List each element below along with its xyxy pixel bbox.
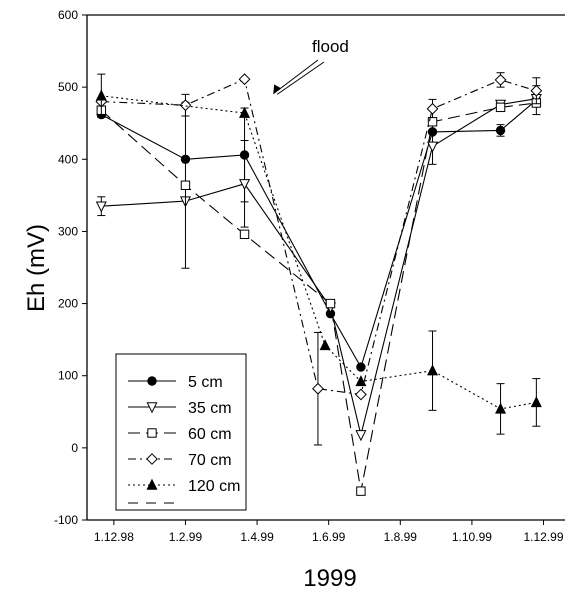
legend-label-70-cm: 70 cm: [188, 452, 232, 469]
data-point-120-cm: [95, 89, 107, 101]
data-point-60-cm: [180, 180, 191, 190]
legend-box: [115, 353, 247, 511]
axes: [86, 14, 565, 521]
data-point-60-cm: [495, 102, 506, 113]
data-point-70-cm: [530, 84, 543, 97]
data-point-120-cm: [355, 375, 367, 387]
tick-labels: -100 0 100 200 300 400 500 600 1.12.98 1.2.99 1.4.…: [54, 8, 564, 544]
y-tick-label: 100: [58, 369, 78, 383]
flood-arrow-shaft-2: [276, 61, 325, 95]
x-tick-label: 1.12.98: [94, 530, 134, 544]
data-point-70-cm: [312, 382, 324, 395]
data-point-120-cm: [495, 402, 507, 414]
series-line-70-cm: [101, 78, 537, 396]
data-point-35-cm: [355, 430, 367, 442]
legend-label-120-cm: 120 cm: [188, 478, 240, 495]
x-tick-label: 1.10.99: [452, 530, 492, 544]
x-tick-label: 1.12.99: [523, 530, 563, 544]
data-point-5-cm: [356, 362, 366, 372]
legend-marker-35-cm: [146, 402, 158, 414]
series-line-60-cm: [100, 102, 537, 492]
data-point-70-cm: [426, 102, 439, 115]
x-tick-label: 1.8.99: [384, 530, 418, 544]
data-point-120-cm: [530, 396, 542, 408]
y-tick-label: 500: [58, 80, 78, 94]
legend-marker-70-cm: [146, 453, 158, 465]
data-point-60-cm: [325, 298, 336, 309]
data-point-35-cm: [239, 179, 251, 191]
flood-arrow-shaft: [274, 59, 319, 93]
data-point-120-cm: [427, 364, 439, 376]
x-tick-label: 1.4.99: [240, 530, 274, 544]
x-tick-label: 1.2.99: [169, 530, 203, 544]
legend-label-35-cm: 35 cm: [188, 400, 232, 417]
data-point-120-cm: [239, 106, 251, 118]
legend-label-5-cm: 5 cm: [188, 374, 223, 391]
y-tick-label: 600: [58, 8, 78, 22]
x-tick-label: 1.6.99: [312, 530, 346, 544]
y-tick-label: 400: [58, 152, 78, 166]
legend-marker-60-cm: [147, 428, 157, 438]
x-axis-title: 1999: [303, 565, 356, 591]
series-120-cm: [95, 73, 542, 435]
tick-marks: [82, 14, 545, 525]
y-tick-label: 300: [58, 224, 78, 238]
data-point-35-cm: [95, 201, 107, 213]
annotation-layer: flood: [273, 37, 349, 95]
legend-marker-120-cm: [146, 478, 158, 490]
data-point-120-cm: [319, 339, 331, 351]
flood-arrow-head: [273, 84, 282, 95]
data-point-35-cm: [427, 141, 439, 153]
legend: 5 cm 35 cm 60 cm 70 cm 120 cm: [115, 353, 247, 511]
data-point-60-cm: [356, 486, 366, 496]
data-point-70-cm: [179, 99, 192, 112]
y-tick-label: 200: [58, 297, 78, 311]
data-point-70-cm: [355, 388, 367, 401]
legend-label-60-cm: 60 cm: [188, 426, 232, 443]
data-point-70-cm: [494, 74, 507, 86]
series-layer: [95, 72, 543, 496]
series-line-5-cm: [101, 99, 537, 369]
data-point-70-cm: [238, 73, 251, 86]
data-point-5-cm: [495, 125, 506, 136]
data-point-60-cm: [427, 117, 438, 127]
y-axis-title: Eh (mV): [23, 224, 50, 312]
y-tick-label: -100: [54, 513, 78, 527]
legend-marker-5-cm: [147, 376, 157, 386]
flood-annotation: flood: [312, 37, 349, 56]
series-5-cm: [96, 85, 542, 372]
series-70-cm: [95, 72, 543, 446]
series-line-35-cm: [101, 98, 537, 436]
data-point-60-cm: [239, 229, 250, 240]
y-tick-label: 0: [71, 441, 78, 455]
